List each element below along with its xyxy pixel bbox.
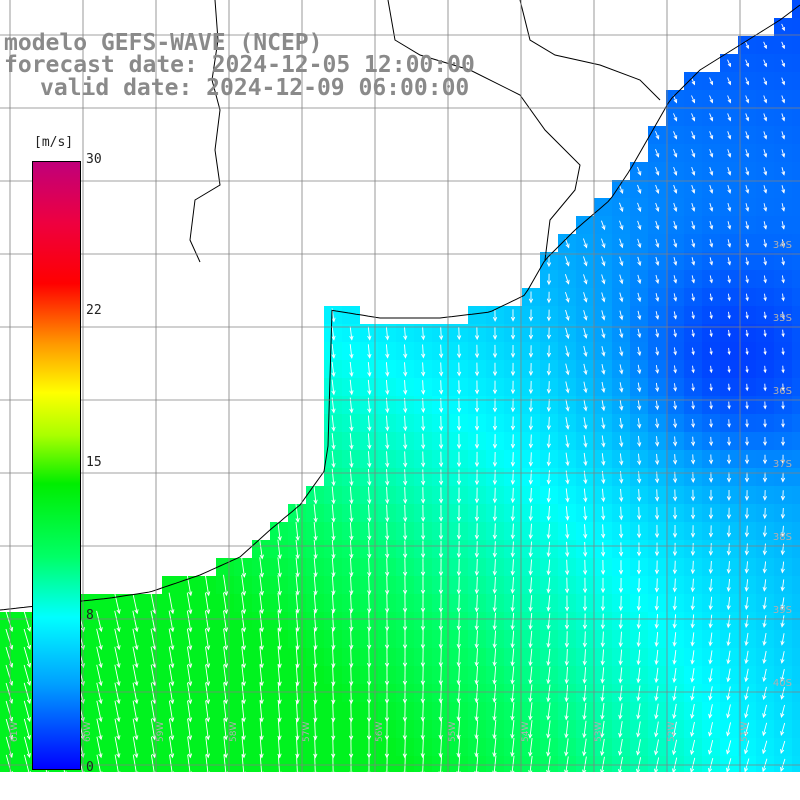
border-line-north [519,0,661,101]
lon-label-55w: 55W [448,721,458,742]
lat-label-35s: 35S [772,313,792,324]
lat-label-39s: 39S [772,605,792,616]
lat-label-36s: 36S [772,386,792,397]
lat-lon-grid [0,0,800,772]
lat-label-38s: 38S [772,532,792,543]
lon-label-51w: 51W [740,721,750,742]
wind-speed-cells [0,0,800,772]
colorbar-tick-8: 8 [86,608,94,623]
colorbar-tick-22: 22 [86,303,102,318]
valid-date: valid date: 2024-12-09 06:00:00 [40,75,470,101]
lat-label-40s: 40S [772,678,792,689]
colorbar-tick-15: 15 [86,455,102,470]
colorbar-tick-0: 0 [86,760,94,775]
colorbar-tick-30: 30 [86,152,102,167]
lon-label-56w: 56W [375,721,385,742]
lon-label-53w: 53W [594,721,604,742]
colorbar-unit: [m/s] [34,135,74,150]
map-canvas [0,0,800,772]
lat-label-34s: 34S [772,240,792,251]
lon-label-61w: 61W [10,721,20,742]
lon-label-52w: 52W [667,721,677,742]
lon-label-59w: 59W [156,721,166,742]
lat-label-37s: 37S [772,459,792,470]
lon-label-57w: 57W [302,721,312,742]
model-title: modelo GEFS-WAVE (NCEP) [4,30,323,56]
lon-label-60w: 60W [83,721,93,742]
lon-label-54w: 54W [521,721,531,742]
lon-label-58w: 58W [229,721,239,742]
colorbar [32,161,81,770]
border-line-east [387,0,581,261]
border-river-west [189,0,221,263]
forecast-date: forecast date: 2024-12-05 12:00:00 [4,52,475,78]
wind-map [0,0,800,772]
